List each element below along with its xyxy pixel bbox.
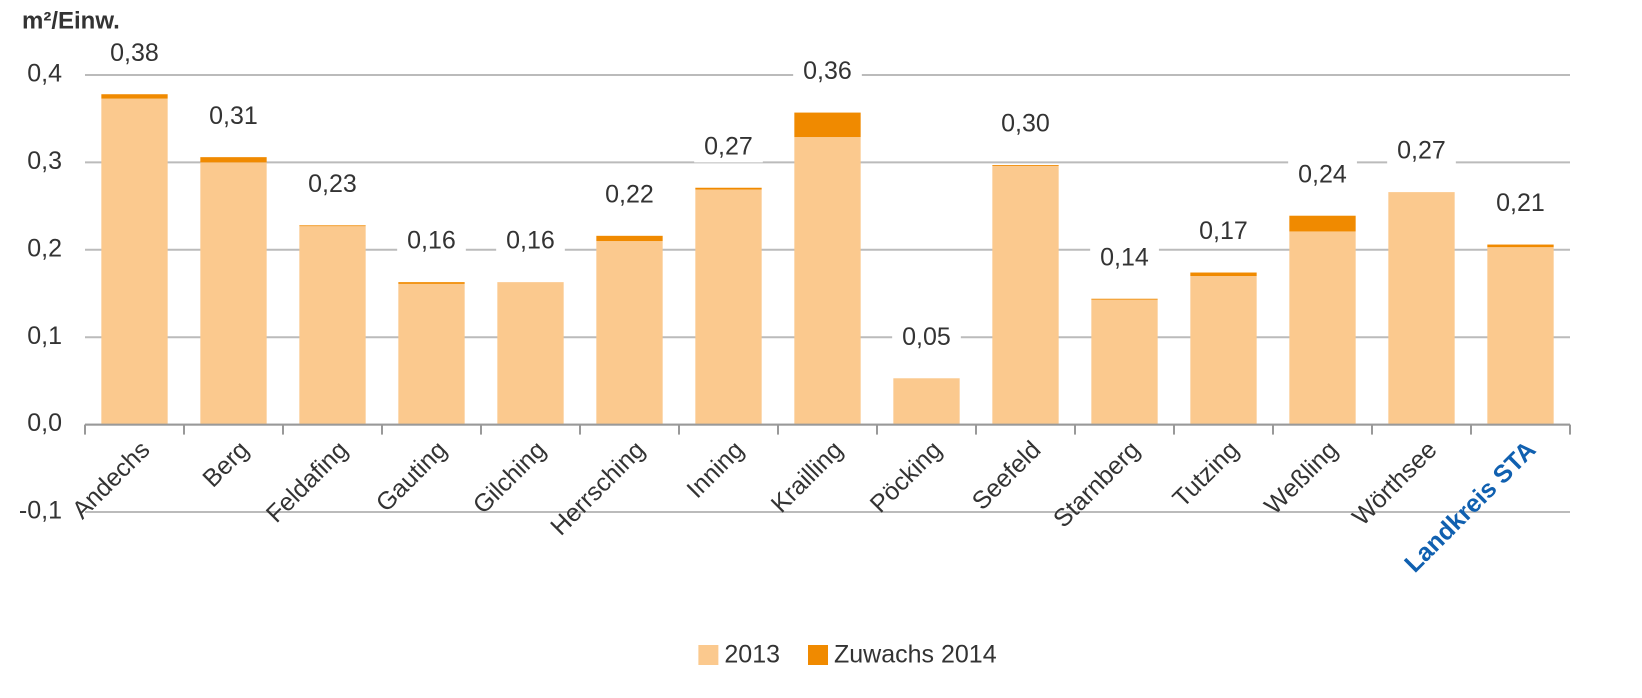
label-background bbox=[397, 224, 466, 257]
x-tick-label: Feldafing bbox=[261, 436, 354, 529]
total-label: 0,30 bbox=[1001, 110, 1050, 138]
total-label: 0,36 bbox=[803, 57, 852, 85]
bar-segment bbox=[200, 157, 267, 163]
x-tick-label: Gauting bbox=[371, 436, 453, 518]
x-tick-label: Seefeld bbox=[967, 436, 1047, 516]
label-background bbox=[1189, 215, 1258, 248]
label-background bbox=[298, 167, 367, 200]
label-background bbox=[1486, 187, 1555, 220]
legend: 2013 Zuwachs 2014 bbox=[698, 641, 997, 669]
label-background bbox=[100, 36, 169, 69]
bar-segment bbox=[101, 94, 168, 99]
y-tick-label: 0,4 bbox=[27, 60, 62, 88]
x-tick-label: Krailling bbox=[766, 436, 849, 519]
x-tick-label: Gilching bbox=[468, 436, 552, 520]
bar-segment bbox=[1091, 298, 1158, 300]
y-tick-label: -0,1 bbox=[19, 497, 62, 525]
legend-label: 2013 bbox=[724, 641, 780, 669]
total-labels: 0,38 0,31 0,23 0,16 0,16 0,22 0,27 0,36 0,05 0,30… bbox=[100, 36, 1555, 353]
bar-segment bbox=[794, 137, 861, 425]
y-tick-label: 0,1 bbox=[27, 322, 62, 350]
x-tick-label: Wörthsee bbox=[1347, 436, 1442, 531]
x-tick-label: Pöcking bbox=[865, 436, 948, 519]
y-tick-label: 0,0 bbox=[27, 409, 62, 437]
bar-segment bbox=[101, 98, 168, 425]
bar-segment bbox=[497, 282, 564, 425]
y-axis-label: m²/Einw. bbox=[22, 7, 120, 34]
x-tick-label: Tutzing bbox=[1167, 436, 1244, 513]
bar-segment bbox=[1289, 231, 1356, 425]
bar-segment bbox=[992, 165, 1059, 166]
bar-segment bbox=[398, 282, 465, 284]
total-label: 0,24 bbox=[1298, 160, 1347, 188]
bar-segment bbox=[1388, 192, 1455, 425]
label-background bbox=[793, 55, 862, 88]
label-background bbox=[892, 320, 961, 353]
bar-segment bbox=[1487, 247, 1554, 425]
bar-segment bbox=[1487, 244, 1554, 248]
bar-segment bbox=[398, 283, 465, 425]
total-label: 0,17 bbox=[1199, 217, 1248, 245]
legend-swatch bbox=[698, 645, 719, 665]
total-label: 0,21 bbox=[1496, 189, 1545, 217]
total-label: 0,27 bbox=[1397, 137, 1446, 165]
x-tick-label: Berg bbox=[197, 436, 254, 493]
x-tick-label: Weßling bbox=[1259, 436, 1343, 520]
label-background bbox=[1288, 158, 1357, 191]
bar-segment bbox=[794, 112, 861, 138]
bar-segment bbox=[695, 189, 762, 425]
bar-segment bbox=[299, 226, 366, 425]
bar-segment bbox=[596, 241, 663, 425]
bar-segment bbox=[596, 235, 663, 242]
legend-label: Zuwachs 2014 bbox=[834, 641, 997, 669]
total-label: 0,38 bbox=[110, 39, 159, 67]
total-label: 0,05 bbox=[902, 323, 951, 351]
bar-segment bbox=[1190, 272, 1257, 277]
label-background bbox=[496, 224, 565, 257]
bar-segment bbox=[893, 378, 960, 425]
bar-segment bbox=[1289, 215, 1356, 232]
label-background bbox=[595, 178, 664, 211]
label-background bbox=[1387, 134, 1456, 167]
total-label: 0,31 bbox=[209, 102, 258, 130]
x-tick-label: Starnberg bbox=[1048, 436, 1145, 533]
bar-segment bbox=[299, 225, 366, 227]
bar-segment bbox=[1190, 276, 1257, 425]
x-tick-label: Herrsching bbox=[545, 436, 650, 541]
total-label: 0,16 bbox=[506, 227, 555, 255]
total-label: 0,23 bbox=[308, 170, 357, 198]
bar-segment bbox=[695, 187, 762, 190]
bar-segment bbox=[200, 162, 267, 425]
legend-swatch bbox=[808, 645, 829, 665]
total-label: 0,22 bbox=[605, 180, 654, 208]
x-tick-label: Inning bbox=[681, 436, 749, 504]
total-label: 0,14 bbox=[1100, 243, 1149, 271]
total-label: 0,27 bbox=[704, 132, 753, 160]
label-background bbox=[1090, 241, 1159, 274]
y-tick-label: 0,2 bbox=[27, 234, 62, 262]
label-background bbox=[694, 130, 763, 163]
label-background bbox=[199, 99, 268, 132]
total-label: 0,16 bbox=[407, 227, 456, 255]
bar-segment bbox=[1091, 299, 1158, 425]
bar-segment bbox=[992, 165, 1059, 425]
label-background bbox=[991, 107, 1060, 140]
y-tick-label: 0,3 bbox=[27, 147, 62, 175]
